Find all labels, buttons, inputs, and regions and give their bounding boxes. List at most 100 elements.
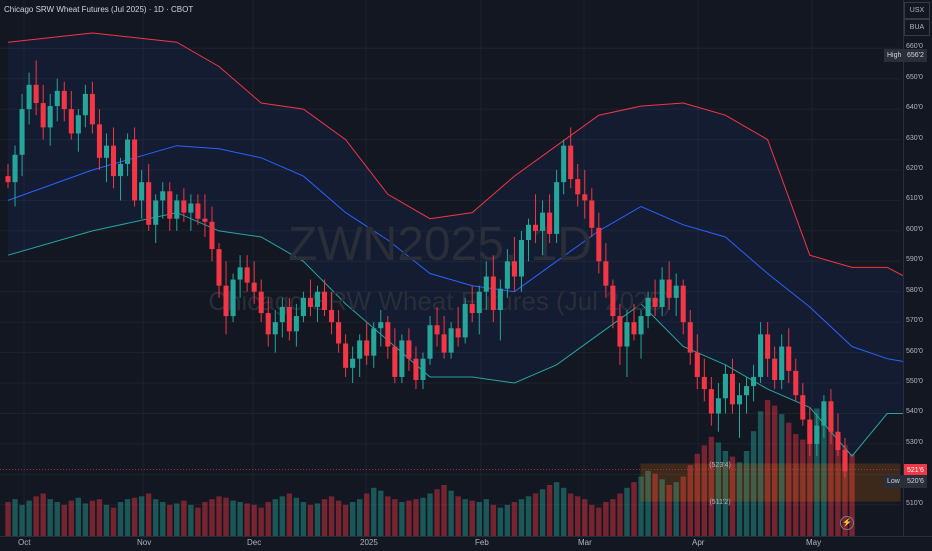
candle-body — [54, 90, 60, 107]
volume-bar — [12, 499, 18, 536]
candle-body — [427, 325, 433, 359]
candle-body — [40, 103, 46, 128]
candle-body — [82, 93, 88, 116]
candle-body — [336, 322, 342, 344]
candle-body — [96, 124, 102, 158]
volume-bar — [54, 502, 60, 536]
volume-bar — [174, 503, 180, 536]
volume-bar — [357, 499, 363, 536]
candle-body — [12, 154, 18, 183]
volume-bar — [321, 499, 328, 536]
currency-button[interactable]: USX — [904, 2, 930, 19]
candle-body — [272, 322, 278, 335]
time-axis[interactable] — [0, 536, 932, 551]
candle-body — [722, 373, 728, 399]
candle-body — [195, 203, 201, 219]
candle-body — [216, 249, 222, 286]
candle-body — [209, 221, 215, 250]
price-tick-label: 530'0 — [906, 438, 923, 446]
price-tick-label: 610'0 — [906, 195, 923, 203]
volume-bar — [117, 502, 124, 536]
volume-bar — [441, 485, 447, 536]
volume-bar — [251, 504, 257, 536]
volume-bar — [645, 470, 651, 536]
bollinger-bands — [7, 32, 932, 457]
candle-body — [174, 200, 180, 219]
candle-body — [448, 328, 454, 353]
volume-bar — [483, 499, 489, 536]
candle-body — [680, 285, 686, 323]
candle-body — [314, 291, 321, 307]
low-price-tag: 520'6 — [904, 475, 927, 488]
candle-body — [103, 145, 110, 158]
volume-bar — [687, 465, 693, 536]
candle-body — [89, 93, 95, 125]
time-tick-label: Oct — [18, 538, 31, 547]
volume-bar — [793, 434, 799, 536]
volume-bar — [497, 507, 504, 536]
volume-bar — [568, 493, 574, 536]
time-tick-label: Feb — [475, 538, 489, 547]
candle-body — [786, 346, 792, 371]
candle-body — [568, 145, 574, 180]
candle-body — [547, 212, 553, 234]
volume-bar — [47, 499, 53, 536]
time-tick-label: Mar — [578, 538, 592, 547]
candle-body — [167, 191, 173, 219]
volume-bar — [771, 405, 778, 536]
volume-bar — [511, 502, 518, 536]
price-tick-label: 580'0 — [906, 286, 923, 294]
candle-body — [821, 401, 827, 426]
volume-bar — [490, 504, 496, 536]
volume-bar — [244, 503, 250, 536]
chart-title[interactable]: Chicago SRW Wheat Futures (Jul 2025) · 1… — [4, 5, 194, 14]
candle-body — [462, 303, 468, 338]
volume-bar — [652, 473, 658, 536]
candle-body — [589, 200, 595, 228]
price-tick-label: 600'0 — [906, 225, 923, 233]
unit-button[interactable]: BUA — [904, 19, 930, 36]
volume-bar — [680, 476, 686, 536]
candle-body — [835, 431, 841, 450]
low-label: Low — [884, 475, 903, 488]
price-tick-label: 510'0 — [906, 499, 923, 507]
candle-body — [554, 182, 560, 234]
volume-bar — [849, 453, 855, 536]
volume-bar — [715, 442, 722, 536]
candle-body — [490, 276, 496, 310]
candle-body — [659, 279, 665, 307]
volume-bar — [814, 408, 820, 536]
volume-bar — [504, 504, 511, 536]
candle-body — [160, 191, 166, 201]
volume-bar — [138, 496, 145, 536]
volume-bar — [596, 507, 602, 536]
price-tick-label: 550'0 — [906, 378, 923, 386]
volume-bar — [708, 436, 715, 536]
volume-bar — [181, 500, 187, 536]
volume-bar — [448, 490, 454, 536]
volume-bar — [835, 436, 841, 536]
volume-bar — [328, 496, 335, 536]
price-tick-label: 620'0 — [906, 165, 923, 172]
lightning-icon[interactable]: ⚡ — [840, 516, 854, 530]
candle-body — [610, 285, 616, 317]
volume-bar — [272, 499, 278, 536]
price-axis[interactable] — [903, 0, 932, 536]
candle-body — [596, 227, 602, 262]
volume-bar — [560, 487, 567, 536]
volume-bars — [5, 400, 855, 536]
candle-body — [743, 386, 750, 396]
volume-bar — [518, 499, 525, 536]
candle-body — [188, 203, 194, 213]
candle-body — [455, 328, 461, 338]
volume-bar — [525, 496, 532, 536]
volume-bar — [342, 504, 349, 536]
volume-bar — [349, 502, 356, 536]
volume-bar — [82, 503, 89, 536]
candle-body — [828, 401, 834, 432]
candle-body — [371, 328, 377, 356]
price-tick-label: 650'0 — [906, 73, 923, 81]
volume-bar — [617, 493, 623, 536]
volume-bar — [786, 422, 792, 536]
